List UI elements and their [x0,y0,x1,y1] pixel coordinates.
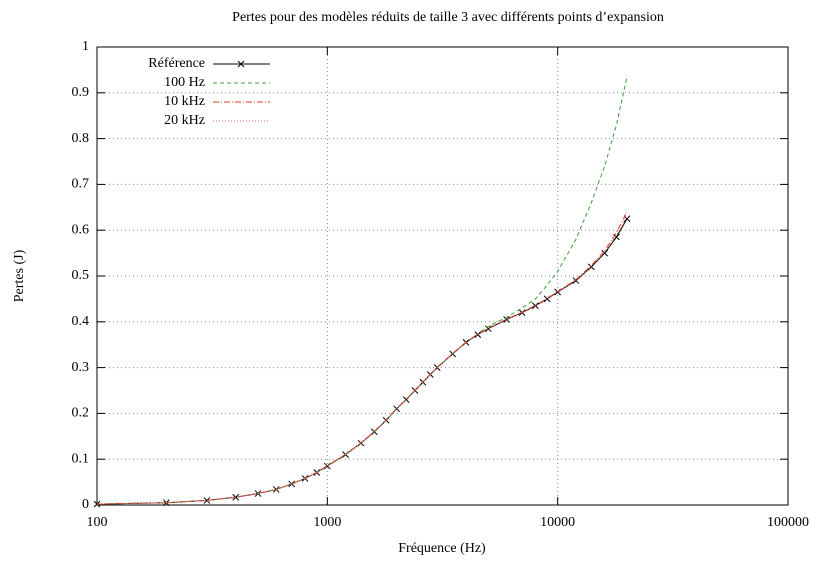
y-tick-label: 0.7 [72,177,90,192]
legend-label: 20 kHz [164,113,205,128]
y-tick-label: 0.9 [72,85,90,100]
y-tick-label: 1 [82,39,89,54]
legend-label: 10 kHz [164,94,205,109]
y-tick-label: 0.4 [72,314,90,329]
series-line [96,76,628,505]
marker [203,497,211,504]
legend-label: 100 Hz [164,75,205,90]
series-line [96,218,628,505]
y-tick-label: 0.5 [72,268,90,283]
legend-marker [237,60,245,68]
legend-label: Référence [148,56,205,71]
y-tick-label: 0.3 [72,360,90,375]
y-tick-label: 0 [82,497,89,512]
y-tick-label: 0.6 [72,222,90,237]
y-tick-label: 0.1 [72,451,90,466]
y-tick-label: 0.2 [72,406,90,421]
series-line [96,216,628,505]
x-tick-label: 1000 [313,515,341,530]
marker [601,249,609,257]
x-tick-label: 100 [87,515,108,530]
marker [503,316,510,323]
x-tick-label: 100000 [767,515,809,530]
x-tick-label: 10000 [540,515,575,530]
chart-title: Pertes pour des modèles réduits de taill… [232,10,664,25]
y-axis-label: Pertes (J) [12,249,27,302]
marker [587,263,595,271]
series-line [96,211,628,505]
plot-frame [96,46,789,506]
x-axis-label: Fréquence (Hz) [398,541,486,556]
y-tick-label: 0.8 [72,131,90,146]
